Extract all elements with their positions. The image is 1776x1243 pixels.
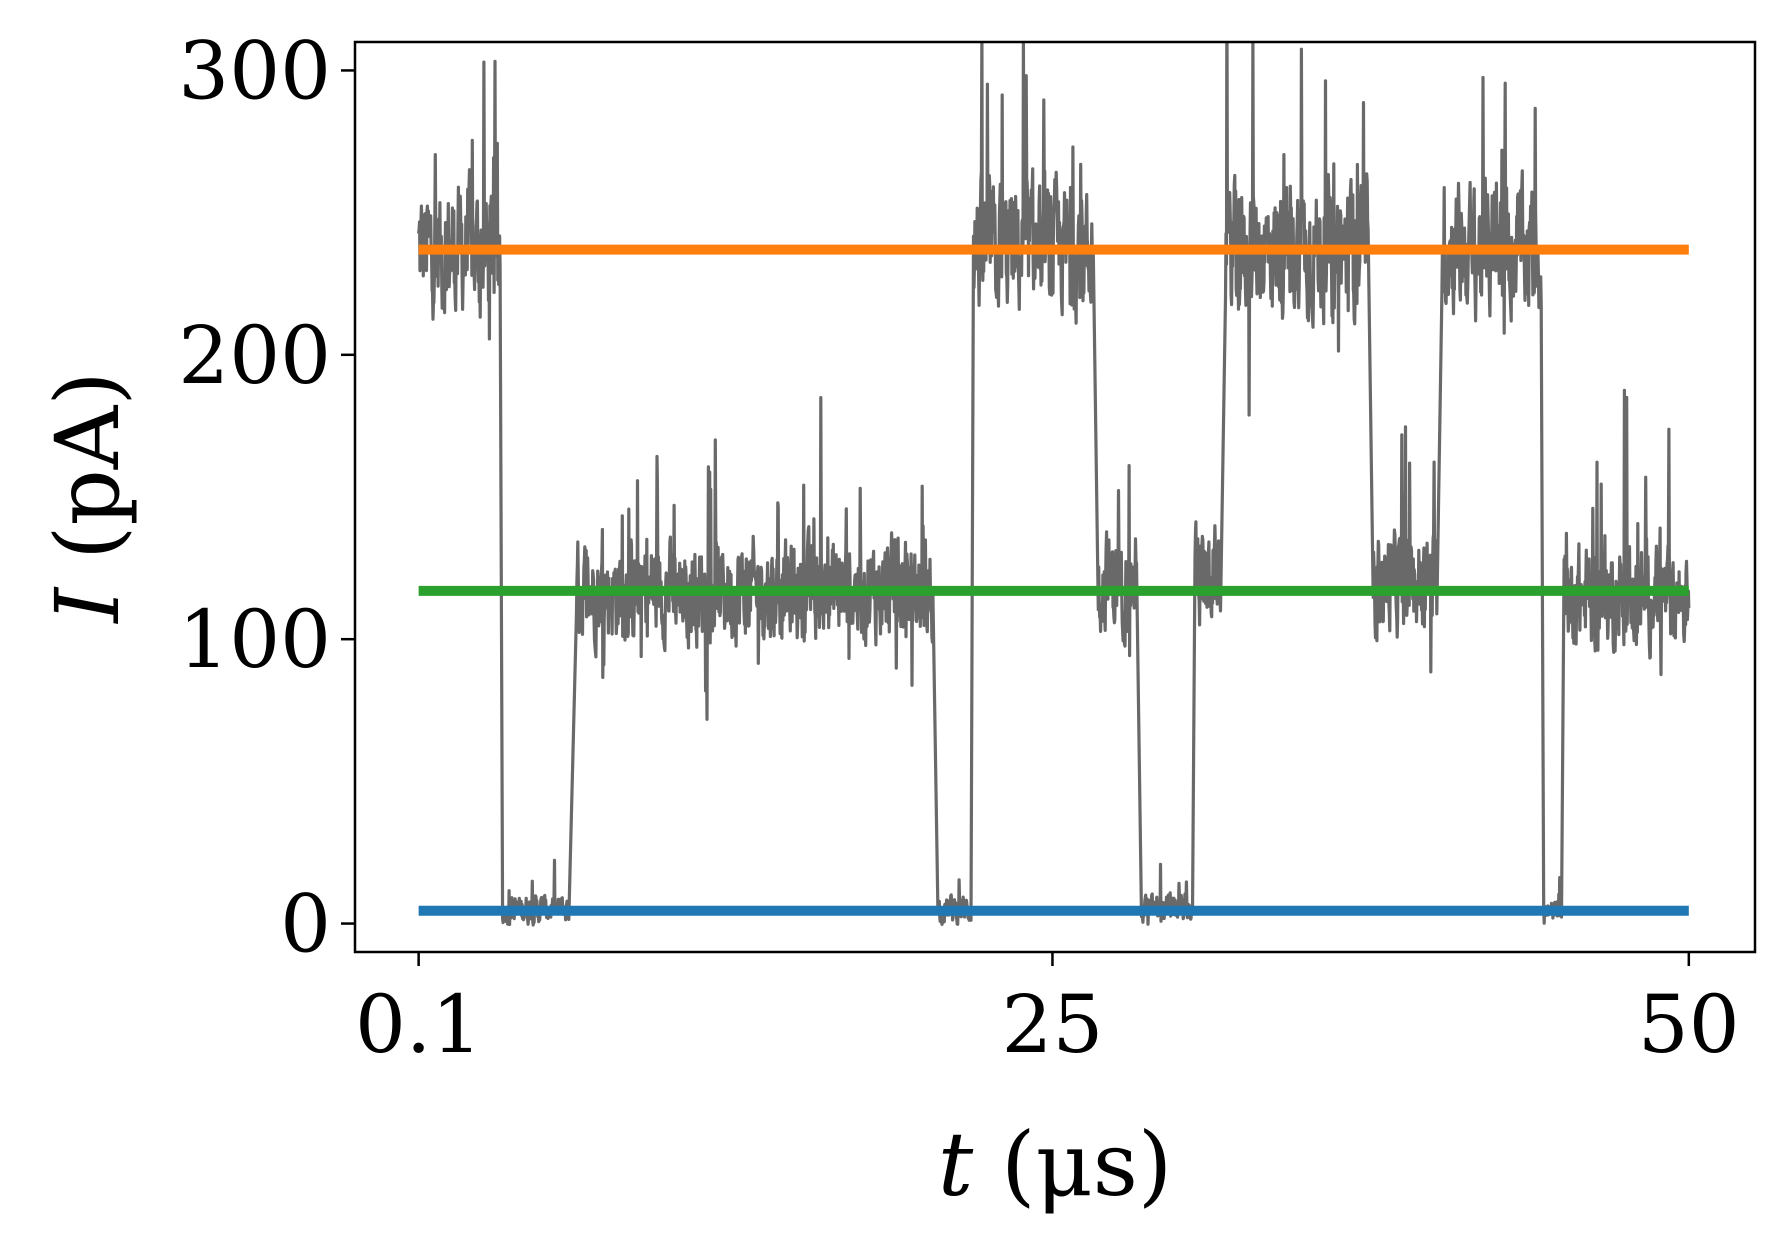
y-tick-label: 300 — [178, 24, 331, 117]
y-tick-label: 0 — [280, 878, 331, 971]
x-tick-label: 50 — [1638, 978, 1740, 1071]
x-axis-label: t (μs) — [938, 1113, 1172, 1216]
x-axis: 0.1 25 50 — [355, 952, 1740, 1071]
y-axis-label: I (pA) — [36, 371, 139, 624]
y-axis: 0 100 200 300 — [178, 24, 355, 971]
signal-trace — [417, 42, 1691, 927]
y-tick-label: 100 — [178, 593, 331, 686]
plot-area — [417, 42, 1691, 927]
y-tick-label: 200 — [178, 309, 331, 402]
y-axis-label-unit: (pA) — [36, 371, 139, 560]
x-tick-label: 25 — [1002, 978, 1104, 1071]
plot-frame — [353, 40, 1757, 954]
x-axis-label-var: t — [938, 1113, 974, 1216]
y-axis-label-var: I — [36, 586, 139, 625]
x-tick-label: 0.1 — [355, 978, 482, 1071]
x-axis-label-unit: (μs) — [1001, 1113, 1172, 1216]
